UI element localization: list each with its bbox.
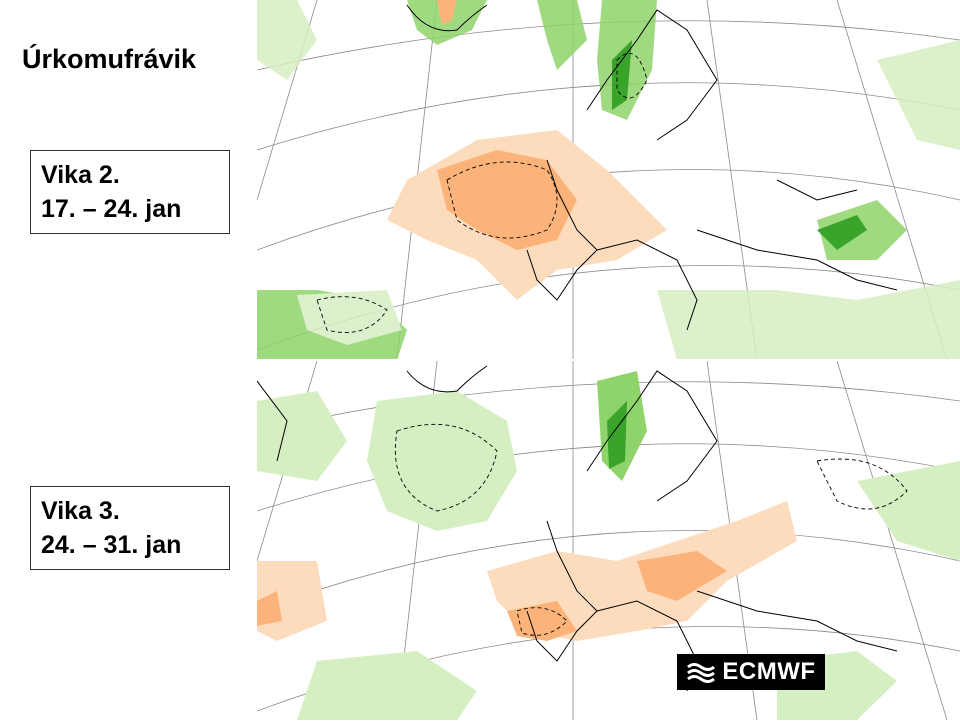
page-title: Úrkomufrávik (22, 44, 197, 74)
week-2-label: Vika 2. (41, 161, 120, 189)
week-2-label-box: Vika 2. 17. – 24. jan (30, 150, 230, 234)
wet-anomaly-areas (257, 371, 960, 720)
week-2-dates: 17. – 24. jan (41, 194, 182, 223)
significance-contours (316, 52, 648, 333)
significance-contours (394, 423, 908, 636)
week-3-label: Vika 3. (41, 497, 120, 525)
wet-anomaly-strong (612, 40, 867, 250)
dry-anomaly-areas (257, 501, 797, 641)
panel-divider (257, 359, 960, 361)
dry-anomaly-areas (387, 0, 667, 300)
ecmwf-logo: ECMWF (677, 654, 825, 690)
ecmwf-logo-text: ECMWF (722, 658, 816, 685)
week-2-anomaly-map (257, 0, 960, 360)
week-3-anomaly-map (257, 361, 960, 721)
week-3-dates: 24. – 31. jan (41, 530, 182, 559)
coastlines (406, 4, 898, 331)
ecmwf-wave-icon (687, 663, 716, 683)
wet-anomaly-strong (607, 401, 627, 469)
week-3-label-box: Vika 3. 24. – 31. jan (30, 486, 230, 570)
coastlines (257, 365, 898, 692)
